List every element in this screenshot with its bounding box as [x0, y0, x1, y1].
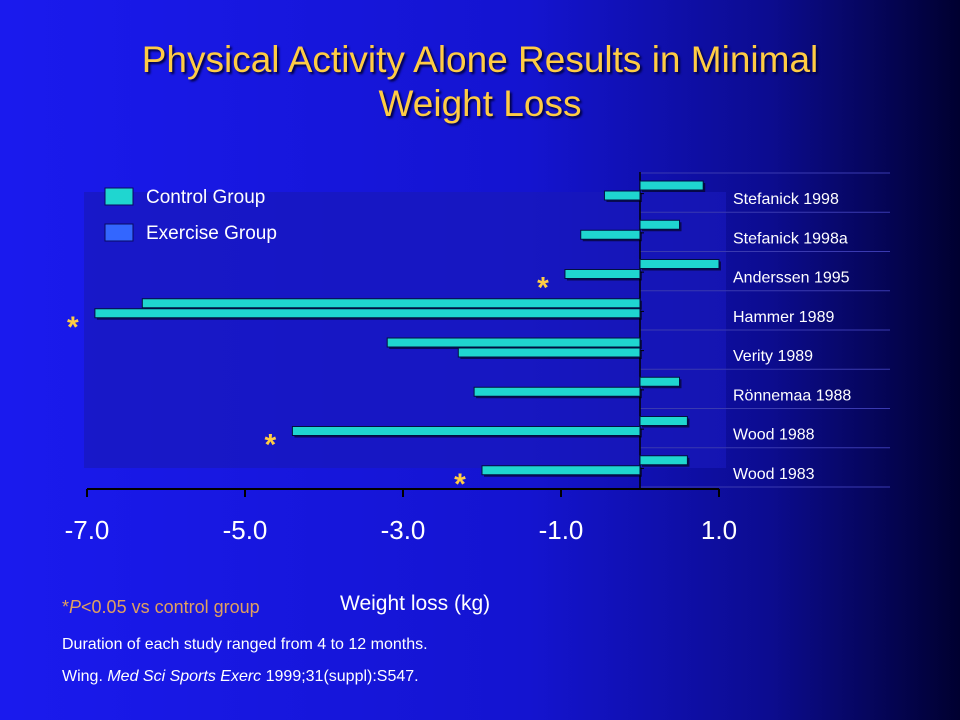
- significance-footnote: *P<0.05 vs control group: [62, 597, 260, 617]
- title-line-1: Physical Activity Alone Results in Minim…: [141, 39, 819, 80]
- exercise-bar: [603, 190, 641, 201]
- significance-star: *: [67, 311, 79, 344]
- legend-swatch-control: [104, 187, 134, 206]
- control-bar: [141, 298, 641, 309]
- slide-title: Physical Activity Alone Results in Minim…: [40, 38, 920, 126]
- x-tick-label: 1.0: [701, 515, 737, 545]
- legend-swatch-exercise: [104, 223, 134, 242]
- study-label: Hammer 1989: [733, 309, 834, 326]
- exercise-bar: [457, 347, 641, 358]
- study-label: Rönnemaa 1988: [733, 387, 851, 404]
- exercise-bar: [473, 386, 641, 397]
- significance-star: *: [265, 429, 277, 462]
- exercise-bar: [291, 426, 641, 436]
- study-label: Anderssen 1995: [733, 270, 850, 287]
- legend-label: Exercise Group: [146, 223, 277, 244]
- study-label: Stefanick 1998a: [733, 230, 848, 247]
- control-bar: [639, 180, 704, 191]
- exercise-bar: [94, 308, 641, 319]
- control-bar: [639, 219, 680, 230]
- study-label: Wood 1988: [733, 427, 815, 444]
- citation: Wing. Med Sci Sports Exerc 1999;31(suppl…: [62, 668, 419, 685]
- control-bar: [639, 455, 688, 466]
- significance-star: *: [454, 468, 466, 501]
- x-tick-label: -3.0: [381, 515, 426, 545]
- control-bar: [639, 416, 688, 426]
- control-bar: [386, 337, 641, 348]
- x-axis-title: Weight loss (kg): [340, 592, 491, 615]
- title-line-2: Weight Loss: [378, 83, 582, 124]
- x-tick-label: -5.0: [223, 515, 268, 545]
- control-bar: [639, 259, 720, 269]
- study-label: Wood 1983: [733, 466, 815, 483]
- exercise-bar: [580, 229, 641, 240]
- duration-note: Duration of each study ranged from 4 to …: [62, 636, 428, 653]
- exercise-bar: [564, 269, 641, 279]
- exercise-bar: [481, 465, 641, 476]
- x-tick-label: -1.0: [539, 515, 584, 545]
- study-label: Stefanick 1998: [733, 191, 839, 208]
- significance-star: *: [537, 272, 549, 305]
- control-bar: [639, 376, 680, 387]
- legend-label: Control Group: [146, 187, 265, 208]
- study-label: Verity 1989: [733, 348, 813, 365]
- x-tick-label: -7.0: [65, 515, 110, 545]
